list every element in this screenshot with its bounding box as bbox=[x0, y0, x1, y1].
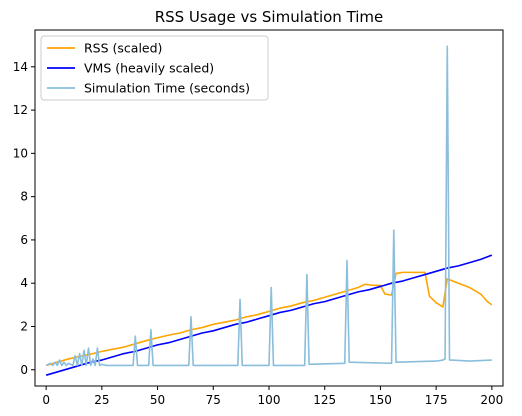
x-axis: 0 25 50 75 100 125 150 175 200 bbox=[42, 386, 503, 407]
y-tick-label: 0 bbox=[20, 363, 28, 377]
x-tick-label: 100 bbox=[258, 393, 281, 407]
x-tick-label: 175 bbox=[425, 393, 448, 407]
legend-label: Simulation Time (seconds) bbox=[84, 81, 250, 96]
legend-label: VMS (heavily scaled) bbox=[84, 61, 214, 76]
series-layer bbox=[45, 45, 493, 376]
x-tick-label: 200 bbox=[480, 393, 503, 407]
y-tick-label: 8 bbox=[20, 190, 28, 204]
legend-box bbox=[40, 35, 269, 101]
y-tick-label: 10 bbox=[13, 146, 28, 160]
y-tick-label: 6 bbox=[20, 233, 28, 247]
x-tick-label: 25 bbox=[94, 393, 109, 407]
series-line-simulation-time-seconds bbox=[45, 45, 492, 367]
legend: RSS (scaled) VMS (heavily scaled) Simulati… bbox=[40, 35, 269, 101]
y-axis: 0 2 4 6 8 10 12 14 bbox=[13, 60, 35, 377]
x-tick-label: 75 bbox=[206, 393, 221, 407]
x-tick-label: 50 bbox=[150, 393, 165, 407]
x-tick-label: 0 bbox=[42, 393, 50, 407]
y-tick-label: 2 bbox=[20, 319, 28, 333]
x-tick-label: 125 bbox=[313, 393, 336, 407]
legend-label: RSS (scaled) bbox=[84, 41, 162, 56]
y-tick-label: 12 bbox=[13, 103, 28, 117]
series-line-vms-heavily-scaled bbox=[45, 254, 493, 376]
chart-title: RSS Usage vs Simulation Time bbox=[155, 8, 384, 26]
y-tick-label: 14 bbox=[13, 60, 28, 74]
y-tick-label: 4 bbox=[20, 276, 28, 290]
x-tick-label: 150 bbox=[369, 393, 392, 407]
